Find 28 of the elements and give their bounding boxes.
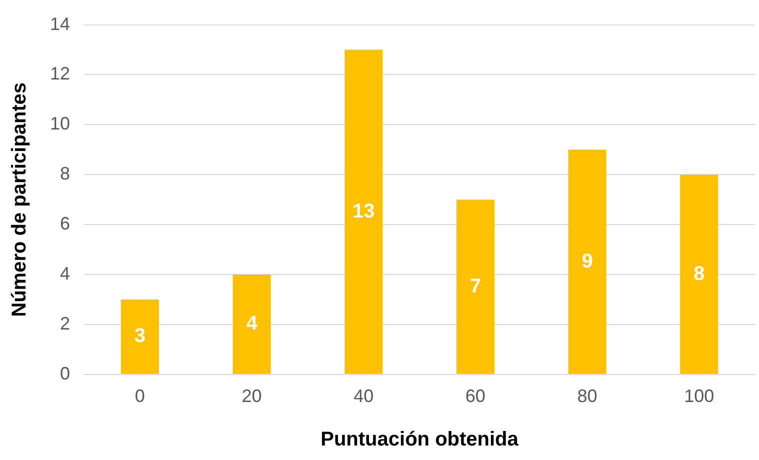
bar (680, 174, 718, 374)
y-tick-label: 4 (60, 263, 70, 284)
y-axis-title: Número de participantes (8, 82, 31, 317)
x-tick-label: 40 (354, 386, 374, 406)
data-label: 7 (470, 275, 481, 298)
data-label: 13 (352, 200, 375, 222)
x-tick-label: 60 (465, 386, 486, 406)
y-tick-label: 14 (50, 14, 70, 34)
bar (344, 50, 383, 374)
y-tick-label: 8 (60, 164, 70, 184)
x-tick-label: 0 (134, 386, 145, 406)
bar (568, 150, 606, 374)
x-tick-label: 100 (684, 386, 714, 406)
data-label: 8 (694, 262, 705, 285)
x-tick-label: 80 (577, 386, 598, 406)
bar (120, 299, 159, 374)
data-label: 3 (134, 325, 146, 348)
x-axis-title: Puntuación obtenida (320, 428, 520, 451)
bar (232, 274, 271, 374)
data-label: 9 (582, 250, 593, 272)
y-tick-label: 2 (60, 313, 70, 334)
x-tick-label: 20 (242, 386, 262, 406)
y-tick-label: 6 (60, 214, 70, 234)
y-tick-label: 12 (50, 64, 70, 84)
y-tick-label: 0 (60, 363, 70, 384)
bar (456, 200, 494, 374)
data-label: 4 (246, 312, 258, 335)
y-tick-label: 10 (50, 114, 70, 134)
